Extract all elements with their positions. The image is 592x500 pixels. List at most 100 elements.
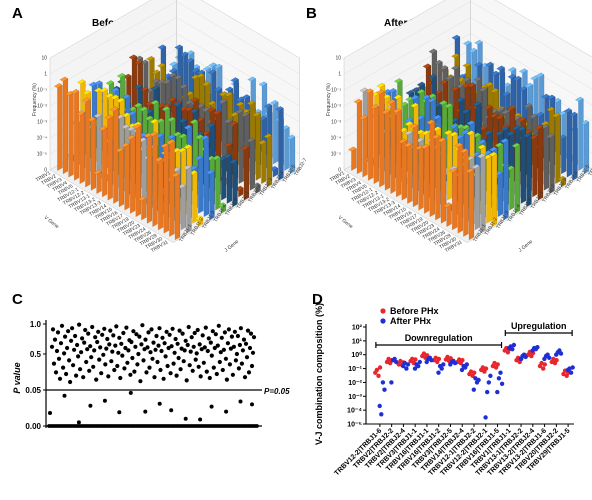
p-value-point <box>251 335 257 340</box>
after-phx-point <box>436 370 441 375</box>
z-tick-label: 0 <box>44 168 47 174</box>
p-value-point <box>150 356 155 361</box>
p-value-point <box>50 327 56 332</box>
panel-c-points <box>47 322 259 428</box>
p-value-point <box>169 344 174 349</box>
low-p-value-point <box>238 399 243 404</box>
p-value-point <box>145 345 150 350</box>
low-p-value-point <box>183 416 188 421</box>
p-value-point <box>92 348 97 353</box>
p-value-point <box>109 359 114 364</box>
p-value-point <box>70 326 75 331</box>
p-value-point <box>133 344 138 349</box>
p-value-point <box>224 377 229 382</box>
p-value-point <box>194 351 199 356</box>
p-value-point <box>237 342 242 348</box>
panel-b-label: B <box>306 5 317 22</box>
p-value-point <box>181 359 186 364</box>
p-value-point <box>119 341 124 346</box>
p-value-point <box>173 336 178 342</box>
z-tick-label: 0 <box>338 168 341 174</box>
p-value-point <box>188 349 193 354</box>
bar <box>506 165 515 211</box>
bar <box>121 142 130 211</box>
low-p-value-point <box>48 411 52 415</box>
bar <box>246 137 255 191</box>
bar <box>212 155 221 211</box>
p-value-point <box>113 343 118 348</box>
bar <box>138 137 147 208</box>
bar <box>286 134 296 175</box>
bar <box>252 182 261 194</box>
p-value-point <box>139 342 144 347</box>
low-p-value-point <box>157 401 162 406</box>
p-value-point <box>98 345 103 350</box>
before-phx-point <box>541 366 546 371</box>
bar <box>465 168 475 241</box>
bar <box>275 106 284 181</box>
p-value-point <box>193 357 198 362</box>
p-value-point <box>67 358 72 363</box>
after-phx-point <box>404 366 409 371</box>
bar <box>370 104 379 184</box>
p-value-point <box>51 361 57 366</box>
p-value-point <box>108 328 113 333</box>
p-value-point <box>183 338 188 343</box>
bar <box>229 159 238 208</box>
after-phx-point <box>471 387 476 392</box>
panel-a-x-axis-label: V Gene <box>43 215 60 230</box>
gridline <box>343 33 592 107</box>
after-phx-point <box>416 363 421 369</box>
p-value-point <box>101 352 106 357</box>
panel-c-label: C <box>12 291 23 308</box>
bar <box>432 134 441 221</box>
low-p-value-point <box>198 417 203 422</box>
p-value-point <box>248 331 254 336</box>
panel-b-x-axis-label: V Gene <box>337 215 354 230</box>
before-phx-point <box>554 358 559 363</box>
p-value-point <box>136 351 141 357</box>
p-value-point <box>203 325 208 330</box>
p-value-point <box>180 331 185 336</box>
bar <box>76 110 85 184</box>
p-value-point <box>68 379 73 385</box>
p-value-point <box>216 323 221 328</box>
p-value-point <box>189 335 194 340</box>
bar <box>534 124 544 201</box>
bar <box>54 83 63 171</box>
after-phx-point <box>380 380 386 385</box>
p-value-point <box>126 348 131 353</box>
p-value-point <box>118 375 123 381</box>
panel-d-label: D <box>312 291 323 308</box>
z-tick-label: 10⁻³ <box>37 120 47 126</box>
p-value-point <box>87 368 92 373</box>
after-phx-point <box>488 373 493 378</box>
bar <box>364 88 374 181</box>
p-value-point <box>240 348 245 353</box>
z-tick-label: 10 <box>41 56 47 62</box>
after-phx-point <box>394 359 399 365</box>
p-value-point <box>176 355 181 361</box>
bar <box>415 145 424 211</box>
before-phx-point <box>483 366 489 371</box>
p-value-point <box>208 340 213 345</box>
after-phx-point <box>377 403 382 409</box>
after-phx-point <box>452 360 458 366</box>
legend-label: Before PHx <box>390 306 439 316</box>
gridline <box>49 17 300 91</box>
y-tick-label: 0.05 <box>25 386 41 395</box>
p-value-point <box>213 332 218 337</box>
y-tick-label: 10⁻⁵ <box>347 422 362 429</box>
after-phx-point <box>499 381 505 386</box>
p-value-point <box>138 379 143 384</box>
bar <box>252 111 261 181</box>
before-phx-point <box>460 358 465 363</box>
after-phx-point <box>382 387 387 392</box>
p-value-point <box>84 359 89 365</box>
panel-b-j-axis-label: J Gene <box>518 239 535 254</box>
bar <box>540 124 549 191</box>
p-value-point <box>209 353 214 358</box>
low-p-value-point <box>88 403 93 408</box>
panel-b-z-ticks: 10 1 10⁻¹ 10⁻² 10⁻³ 10⁻⁴ 10⁻⁵ 0 <box>331 56 342 174</box>
